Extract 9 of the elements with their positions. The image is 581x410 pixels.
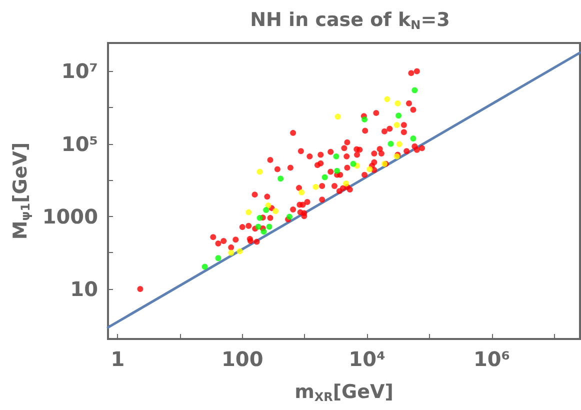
- y-tick-label: 1000: [42, 204, 98, 228]
- y-axis-title: Mψ1[GeV]: [9, 142, 32, 240]
- y-tick-label: 10⁷: [61, 59, 98, 84]
- x-tick-label: 1: [110, 347, 125, 371]
- y-tick-label: 10: [70, 277, 98, 302]
- x-tick-label: 100: [221, 347, 264, 371]
- x-tick-label: 10⁴: [348, 347, 386, 371]
- y-tick-label: 10⁵: [61, 132, 98, 156]
- x-tick-label: 10⁶: [473, 347, 510, 371]
